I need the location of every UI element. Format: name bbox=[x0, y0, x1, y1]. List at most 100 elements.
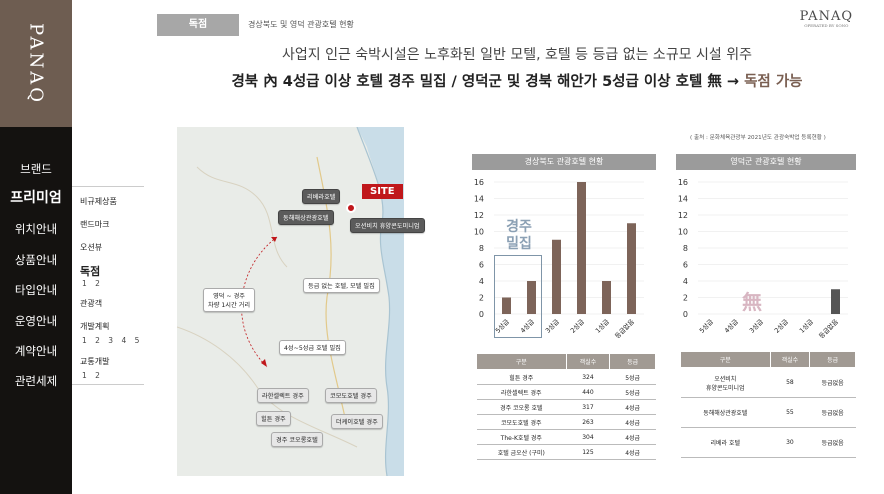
headline-main-text: 경북 內 4성급 이상 호텔 경주 밀집 / 영덕군 및 경북 해안가 5성급 … bbox=[231, 74, 727, 90]
y-tick-label: 8 bbox=[479, 244, 484, 253]
table-row: 오션비치 휴양콘도미니엄 58 등급없음 bbox=[680, 367, 856, 398]
submenu-item-oceanview[interactable]: 오션뷰 bbox=[80, 243, 103, 252]
table-cell: 라한셀렉트 경주 bbox=[476, 384, 567, 400]
submenu-item-development[interactable]: 개발계획 bbox=[80, 322, 110, 331]
table-cell: 동해해상관광호텔 bbox=[680, 397, 771, 428]
map-label-distance: 영덕 ~ 경주 차량 1시간 거리 bbox=[203, 288, 256, 312]
table-cell: 등급없음 bbox=[809, 367, 856, 398]
table-cell: 코모도호텔 경주 bbox=[476, 414, 567, 430]
nav-brand[interactable]: 브랜드 bbox=[20, 162, 52, 176]
table-yeongdeok-hotels: 구분 객실수 등급 오션비치 휴양콘도미니엄 58 등급없음 동해해상관광호텔 55 등급없음… bbox=[680, 351, 856, 458]
submenu: 비규제상품 랜드마크 오션뷰 독점 1 2 관광객 개발계획 1 2 3 4 5… bbox=[72, 186, 144, 386]
nav-tax[interactable]: 관련세제 bbox=[14, 374, 58, 388]
logo-panel[interactable]: PANAQ bbox=[0, 0, 72, 127]
bar bbox=[831, 289, 840, 314]
y-tick-label: 12 bbox=[678, 211, 688, 220]
site-marker-label[interactable]: SITE bbox=[362, 184, 403, 199]
map-label-ungraded-cluster: 등급 없는 호텔, 모텔 밀집 bbox=[303, 278, 380, 293]
x-tick-label: 1성급 bbox=[797, 317, 815, 335]
arrow-icon bbox=[271, 237, 277, 242]
table-cell: 힐튼 경주 bbox=[476, 369, 567, 385]
table-cell: 5성급 bbox=[609, 369, 656, 385]
y-tick-label: 16 bbox=[474, 178, 484, 187]
breadcrumb: 경상북도 및 영덕 관광호텔 현황 bbox=[248, 20, 354, 29]
bar bbox=[627, 223, 636, 314]
submenu-item-monopoly[interactable]: 독점 bbox=[80, 265, 101, 278]
submenu-pages-monopoly[interactable]: 1 2 bbox=[82, 279, 103, 288]
map-label-thek[interactable]: 더케이호텔 경주 bbox=[331, 414, 383, 429]
y-tick-label: 2 bbox=[683, 294, 688, 303]
section-tag: 독점 bbox=[157, 14, 239, 36]
table-header-cell: 구분 bbox=[476, 353, 567, 370]
x-tick-label: 등급없음 bbox=[817, 318, 840, 341]
x-tick-label: 등급없음 bbox=[613, 318, 636, 341]
table-cell: 317 bbox=[566, 399, 610, 415]
nav-location[interactable]: 위치안내 bbox=[14, 222, 58, 236]
map-label-kolon[interactable]: 경주 코오롱호텔 bbox=[271, 432, 323, 447]
road bbox=[177, 326, 358, 448]
table-cell: 4성급 bbox=[609, 399, 656, 415]
headline-summary: 사업지 인근 숙박시설은 노후화된 일반 모텔, 호텔 등 등급 없는 소규모 … bbox=[281, 47, 752, 63]
x-tick-label: 2성급 bbox=[568, 317, 586, 335]
bar bbox=[602, 281, 611, 314]
map-label-donghae[interactable]: 동해해상관광호텔 bbox=[278, 210, 334, 225]
map-label-hilton[interactable]: 힐튼 경주 bbox=[256, 411, 291, 426]
table-cell: The-K호텔 경주 bbox=[476, 429, 567, 445]
bar bbox=[527, 281, 536, 314]
bar bbox=[577, 182, 586, 314]
table-row: 경주 코오롱 호텔 317 4성급 bbox=[476, 399, 656, 415]
x-tick-label: 4성급 bbox=[722, 317, 740, 335]
submenu-item-landmark[interactable]: 랜드마크 bbox=[80, 220, 110, 229]
table-header-cell: 구분 bbox=[680, 351, 771, 368]
gyeongju-highlight-box bbox=[494, 255, 542, 338]
x-tick-label: 3성급 bbox=[747, 317, 765, 335]
site-marker-pin[interactable] bbox=[346, 203, 356, 213]
y-tick-label: 4 bbox=[479, 277, 484, 286]
nav-type[interactable]: 타입안내 bbox=[14, 283, 58, 297]
none-annotation: 無 bbox=[742, 290, 762, 314]
map-label-rivera[interactable]: 리베라호텔 bbox=[302, 189, 341, 204]
nav-contract[interactable]: 계약안내 bbox=[14, 344, 58, 358]
x-tick-label: 1성급 bbox=[593, 317, 611, 335]
submenu-item-unregulated[interactable]: 비규제상품 bbox=[80, 197, 117, 206]
headline-main: 경북 內 4성급 이상 호텔 경주 밀집 / 영덕군 및 경북 해안가 5성급 … bbox=[150, 70, 884, 91]
submenu-pages-development[interactable]: 1 2 3 4 5 bbox=[82, 336, 143, 345]
submenu-item-tourists[interactable]: 관광객 bbox=[80, 299, 103, 308]
table-cell: 55 bbox=[770, 397, 810, 428]
x-tick-label: 5성급 bbox=[697, 317, 715, 335]
table-header-cell: 객실수 bbox=[565, 353, 611, 370]
headline-accent: 독점 가능 bbox=[739, 74, 803, 90]
map-label-commodore[interactable]: 코모도호텔 경주 bbox=[325, 388, 377, 403]
y-tick-label: 4 bbox=[683, 277, 688, 286]
map-label-lahan[interactable]: 라한셀렉트 경주 bbox=[257, 388, 309, 403]
map-label-oceanbeach[interactable]: 오션비치 휴양콘도미니엄 bbox=[350, 218, 425, 233]
table-cell: 324 bbox=[566, 369, 610, 385]
nav-operation[interactable]: 운영안내 bbox=[14, 314, 58, 328]
y-tick-label: 10 bbox=[678, 228, 688, 237]
nav-premium[interactable]: 프리미엄 bbox=[10, 190, 62, 206]
table-cell: 호텔 금오산 (구미) bbox=[476, 444, 567, 460]
submenu-divider bbox=[72, 186, 144, 187]
table-cell: 30 bbox=[770, 427, 810, 458]
table-cell: 등급없음 bbox=[809, 397, 856, 428]
y-tick-label: 8 bbox=[683, 244, 688, 253]
arrow-icon: → bbox=[726, 74, 740, 90]
nav-product[interactable]: 상품안내 bbox=[14, 253, 58, 267]
table-header-cell: 객실수 bbox=[769, 351, 811, 368]
brand-subtitle: OPERATED BY SONO bbox=[804, 23, 849, 28]
submenu-pages-transport[interactable]: 1 2 bbox=[82, 371, 103, 380]
gyeongju-annotation: 경주 밀집 bbox=[506, 219, 532, 252]
table-row: 동해해상관광호텔 55 등급없음 bbox=[680, 397, 856, 428]
table-cell: 304 bbox=[566, 429, 610, 445]
y-tick-label: 12 bbox=[474, 211, 484, 220]
table-cell: 오션비치 휴양콘도미니엄 bbox=[680, 367, 771, 398]
table-cell: 4성급 bbox=[609, 429, 656, 445]
table-cell: 263 bbox=[566, 414, 610, 430]
brand-name: PANAQ bbox=[799, 9, 853, 24]
sidebar: PANAQ 브랜드 프리미엄 위치안내 상품안내 타입안내 운영안내 계약안내 … bbox=[0, 0, 72, 494]
table-row: 리베라 호텔 30 등급없음 bbox=[680, 427, 856, 458]
submenu-item-transport[interactable]: 교통개발 bbox=[80, 357, 110, 366]
y-tick-label: 2 bbox=[479, 294, 484, 303]
y-tick-label: 10 bbox=[474, 228, 484, 237]
